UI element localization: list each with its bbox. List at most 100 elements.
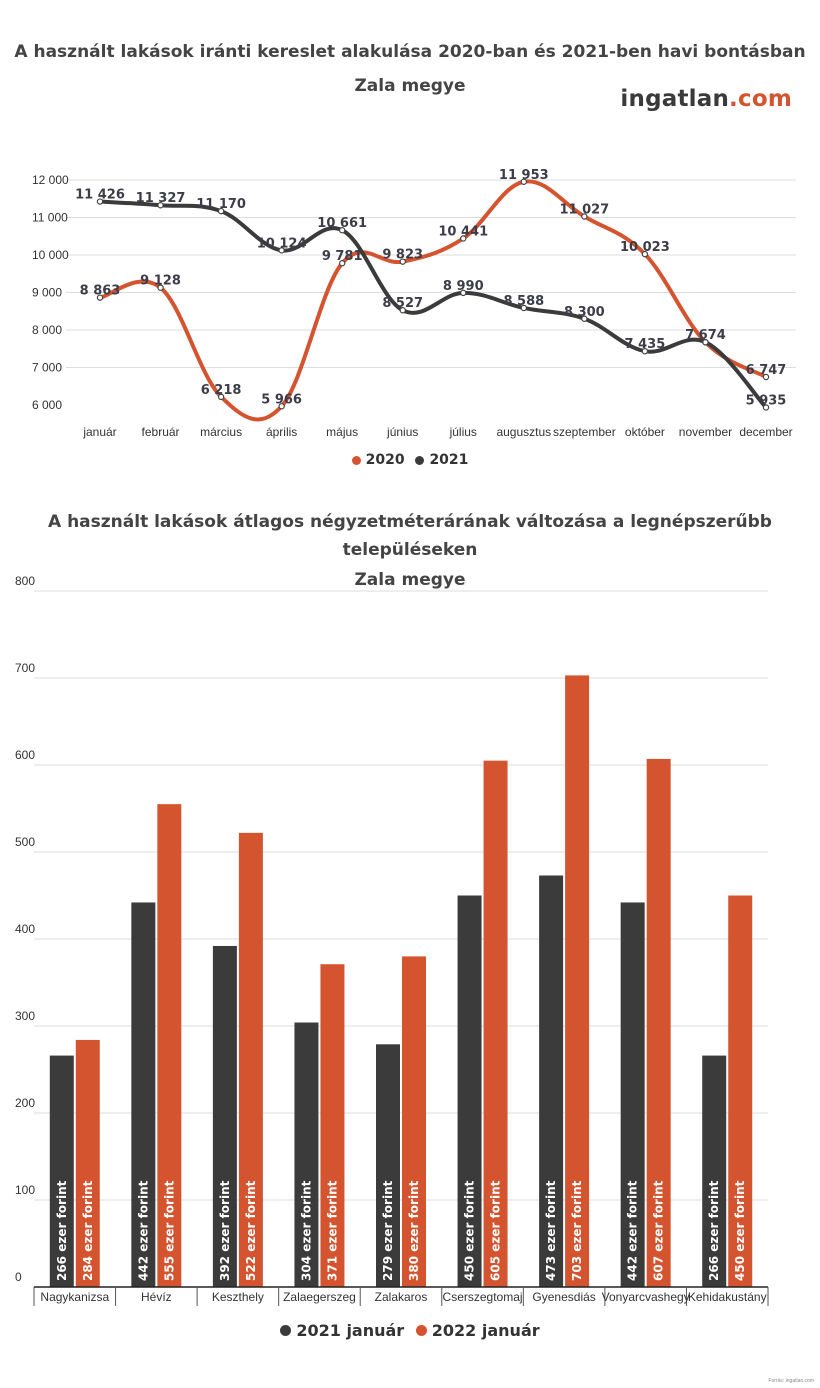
data-label-2021: 8 527 xyxy=(382,296,423,311)
legend-marker-2021-januar xyxy=(280,1325,292,1336)
bar-value-label: 304 ezer forint xyxy=(299,1180,313,1281)
data-label-2020: 11 027 xyxy=(559,202,609,217)
bar-value-label: 703 ezer forint xyxy=(570,1180,584,1281)
y-tick-label: 0 xyxy=(15,1270,22,1284)
y-tick-label: 11 000 xyxy=(32,211,68,225)
bar-2021-január xyxy=(212,945,237,1287)
line-chart-title: A használt lakások iránti kereslet alaku… xyxy=(0,38,820,100)
x-tick-label: augusztus xyxy=(496,425,551,439)
data-label-2021: 11 170 xyxy=(196,197,246,212)
line-chart: 6 000 7 000 8 000 9 000 10 000 11 000 12 000 ja… xyxy=(32,168,796,439)
bar-chart-title-line1: A használt lakások átlagos négyzetméterá… xyxy=(48,512,772,560)
data-point-2021 xyxy=(157,202,164,209)
bar-2021-január xyxy=(49,1055,74,1287)
bar-2022-január xyxy=(320,964,345,1287)
data-point-2021 xyxy=(96,198,104,205)
data-label-2020: 11 953 xyxy=(499,168,549,183)
x-tick-label: január xyxy=(82,425,116,439)
data-label-2021: 5 935 xyxy=(746,393,787,408)
data-point-2021 xyxy=(641,347,649,355)
data-label-2020: 9 128 xyxy=(140,274,181,289)
bar-value-label: 450 ezer forint xyxy=(463,1180,477,1281)
line-chart-title-line1: A használt lakások iránti kereslet alaku… xyxy=(14,42,806,62)
bar-value-label: 279 ezer forint xyxy=(381,1180,395,1281)
y-tick-label: 300 xyxy=(15,1009,35,1023)
bar-value-label: 380 ezer forint xyxy=(407,1180,421,1281)
bar-2022-január xyxy=(402,956,426,1287)
x-tick-label: július xyxy=(449,425,477,439)
x-tick-label: április xyxy=(266,425,297,439)
legend-label-2022-januar: 2022 január xyxy=(431,1321,540,1340)
x-tick-label: Kehidakustány xyxy=(688,1290,767,1304)
bar-value-label: 450 ezer forint xyxy=(733,1180,747,1281)
line-chart-title-line2: Zala megye xyxy=(354,76,466,96)
legend-label-2020: 2020 xyxy=(365,452,405,468)
bar-2021-január xyxy=(376,1044,400,1287)
x-tick-label: február xyxy=(142,425,180,439)
data-point-2021 xyxy=(278,247,285,254)
y-tick-label: 12 000 xyxy=(32,173,69,187)
legend-item-2022-januar: 2022 január xyxy=(415,1321,540,1340)
legend-marker-2022-januar xyxy=(415,1325,427,1336)
x-tick-label: május xyxy=(326,425,358,439)
y-tick-label: 10 000 xyxy=(32,248,69,262)
y-tick-label: 8 000 xyxy=(32,323,62,337)
bar-value-label: 442 ezer forint xyxy=(136,1180,150,1281)
bar-2022-január xyxy=(565,675,590,1287)
data-point-2020 xyxy=(399,258,406,265)
x-tick-label: december xyxy=(739,425,792,439)
y-tick-label: 600 xyxy=(15,748,35,762)
data-label-2021: 7 435 xyxy=(625,337,666,352)
y-tick-label: 100 xyxy=(15,1183,35,1197)
legend-label-2021-januar: 2021 január xyxy=(296,1321,405,1340)
data-label-2020: 5 966 xyxy=(261,392,302,407)
source-note: Forrás: ingatlan.com xyxy=(768,1378,814,1384)
bar-2021-január xyxy=(131,902,156,1287)
legend-item-2020: 2020 xyxy=(351,452,405,468)
x-tick-label: Gyenesdiás xyxy=(532,1290,595,1304)
data-point-2021 xyxy=(520,304,528,312)
legend-item-2021: 2021 xyxy=(415,452,468,468)
data-point-2020 xyxy=(641,250,649,258)
bar-value-label: 605 ezer forint xyxy=(489,1180,503,1281)
bar-value-label: 442 ezer forint xyxy=(626,1180,640,1281)
x-tick-label: Nagykanizsa xyxy=(40,1290,109,1304)
bar-value-label: 522 ezer forint xyxy=(244,1180,258,1281)
legend-item-2021-januar: 2021 január xyxy=(280,1321,404,1340)
data-point-2021 xyxy=(217,207,225,215)
x-tick-label: október xyxy=(625,425,665,439)
data-point-2021 xyxy=(581,315,588,322)
data-label-2020: 9 781 xyxy=(322,249,363,264)
y-tick-label: 9 000 xyxy=(32,286,62,300)
bar-value-label: 284 ezer forint xyxy=(81,1180,95,1281)
data-point-2021 xyxy=(702,339,709,346)
bar-2022-január xyxy=(238,832,263,1287)
data-label-2020: 6 218 xyxy=(201,383,242,398)
data-point-2020 xyxy=(460,235,467,242)
legend-label-2021: 2021 xyxy=(429,452,469,468)
data-label-2021: 8 300 xyxy=(564,305,605,320)
data-point-2020 xyxy=(278,403,285,410)
data-point-2021 xyxy=(762,404,770,411)
x-tick-label: Zalakaros xyxy=(375,1290,428,1304)
data-point-2020 xyxy=(96,294,104,301)
x-tick-label: november xyxy=(679,425,732,439)
y-tick-label: 800 xyxy=(15,574,35,588)
x-tick-label: Keszthely xyxy=(212,1290,264,1304)
data-point-2021 xyxy=(460,289,467,297)
x-tick-label: Cserszegtomaj xyxy=(443,1290,523,1304)
x-tick-label: Hévíz xyxy=(141,1290,172,1304)
bar-2022-január xyxy=(75,1039,100,1287)
bar-value-label: 607 ezer forint xyxy=(652,1180,666,1281)
bar-value-label: 555 ezer forint xyxy=(162,1180,176,1281)
data-label-2021: 11 327 xyxy=(136,191,186,206)
y-tick-label: 500 xyxy=(15,835,35,849)
bar-2021-január xyxy=(539,875,564,1287)
data-label-2021: 10 124 xyxy=(257,236,307,251)
x-tick-label: Zalaegerszeg xyxy=(283,1290,356,1304)
logo-suffix-text: .com xyxy=(729,86,792,112)
data-label-2020: 6 747 xyxy=(746,363,787,378)
data-label-2020: 9 823 xyxy=(382,248,423,263)
data-point-2020 xyxy=(520,178,528,185)
